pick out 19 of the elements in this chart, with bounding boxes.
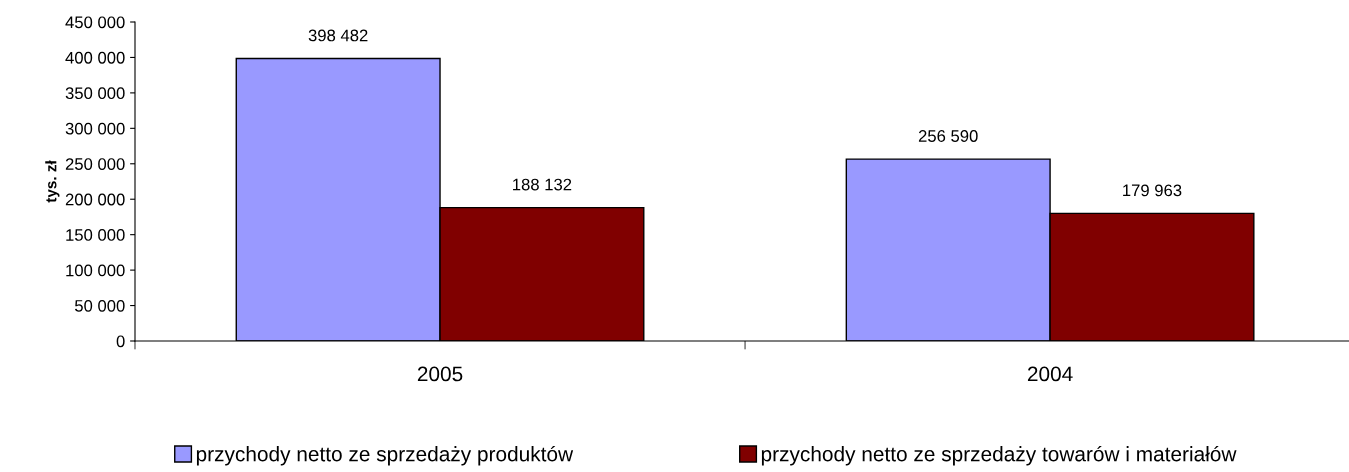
- y-tick-label: 350 000: [65, 87, 125, 100]
- legend-label: przychody netto ze sprzedaży towarów i materiałów: [761, 445, 1237, 466]
- y-tick-label: 200 000: [65, 193, 125, 206]
- legend-label: przychody netto ze sprzedaży produktów: [196, 445, 574, 466]
- data-label: 398 482: [308, 29, 368, 42]
- y-tick-label: 50 000: [74, 299, 125, 312]
- x-tick-label: 2005: [417, 366, 463, 382]
- y-tick-label: 250 000: [65, 158, 125, 170]
- y-tick-label: 150 000: [66, 229, 125, 241]
- y-tick-label: 300 000: [65, 122, 125, 135]
- y-tick-label: 100 000: [66, 264, 125, 277]
- y-axis-title: tys. zł: [45, 160, 60, 203]
- y-tick-label: 450 000: [65, 16, 125, 29]
- x-tick-label: 2004: [1027, 366, 1073, 382]
- y-tick-label: 400 000: [65, 51, 125, 64]
- data-label: 179 963: [1123, 184, 1182, 197]
- data-label: 256 590: [918, 130, 978, 142]
- y-tick-label: 0: [116, 335, 125, 348]
- data-label: 188 132: [513, 178, 572, 191]
